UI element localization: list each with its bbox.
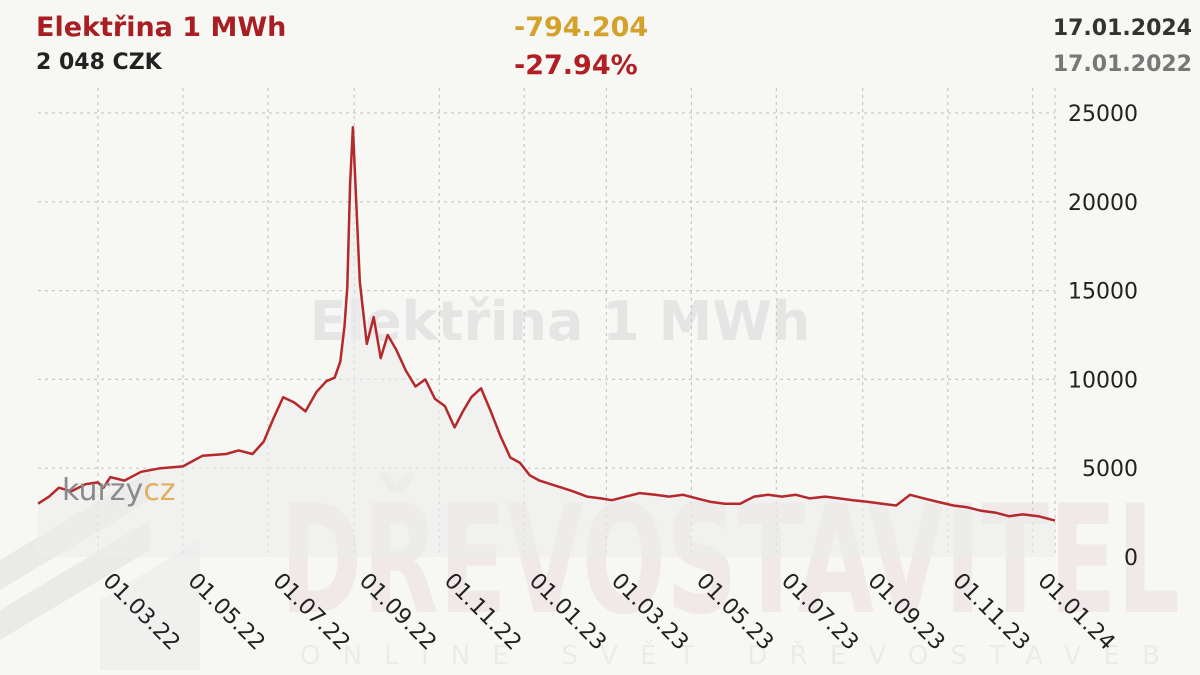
y-tick-label: 15000 xyxy=(1068,280,1138,305)
y-tick-label: 5000 xyxy=(1082,457,1138,482)
brand-watermark: kurzycz xyxy=(62,473,176,508)
current-price: 2 048 CZK xyxy=(36,50,162,75)
y-axis: 0 5000 10000 15000 20000 25000 xyxy=(1068,102,1138,571)
y-tick-label: 20000 xyxy=(1068,191,1138,216)
change-percent: -27.94% xyxy=(514,50,638,81)
page-title: Elektřina 1 MWh xyxy=(36,12,287,43)
brand-accent: cz xyxy=(143,473,175,508)
series-area xyxy=(38,127,1055,557)
date-start: 17.01.2022 xyxy=(1052,52,1192,77)
y-tick-label: 10000 xyxy=(1068,368,1138,393)
y-tick-label: 0 xyxy=(1124,546,1138,571)
brand-name: kurzy xyxy=(62,473,143,508)
date-end: 17.01.2024 xyxy=(1052,16,1192,41)
series-line xyxy=(37,125,1056,522)
y-tick-label: 25000 xyxy=(1068,102,1138,127)
change-absolute: -794.204 xyxy=(514,12,649,43)
